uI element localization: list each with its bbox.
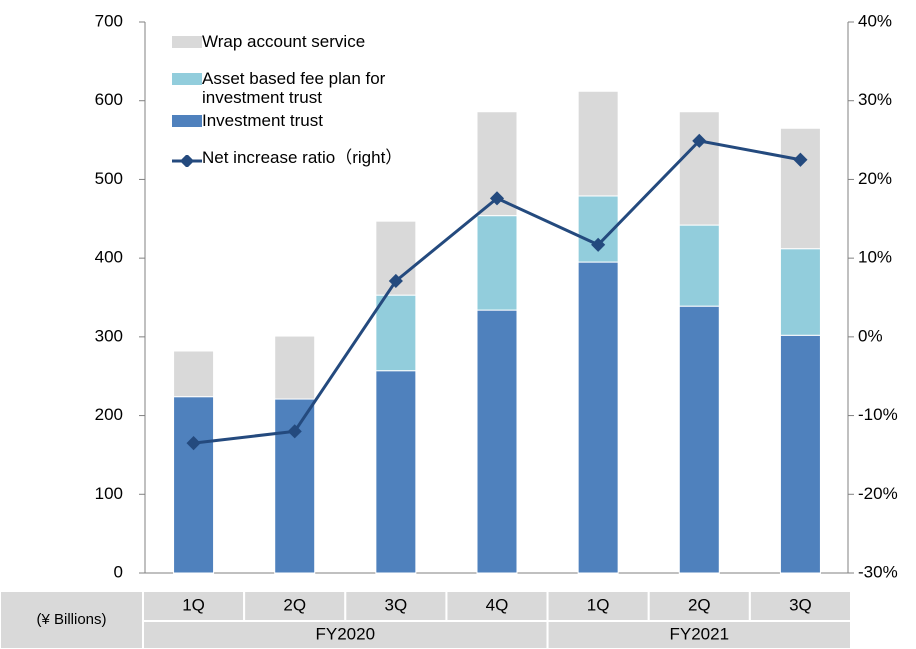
y2-tick-label: -10%: [858, 405, 898, 424]
marker: [388, 273, 403, 289]
marker: [793, 152, 808, 167]
bar-segment: [274, 335, 316, 400]
marker: [287, 424, 302, 439]
group-label: FY2020: [316, 624, 376, 643]
group-label: FY2021: [670, 624, 730, 643]
table-cell: [546, 620, 852, 649]
x-tick-label: 2Q: [283, 595, 306, 614]
bar-segment: [173, 350, 215, 398]
bar-segment: [779, 334, 821, 574]
legend-swatch: [172, 152, 202, 169]
x-tick-label: 3Q: [385, 595, 408, 614]
y2-tick-label: 10%: [858, 248, 892, 267]
legend-label: Asset based fee plan for investment trus…: [202, 69, 386, 107]
legend-swatch: [172, 73, 202, 85]
table-cell: [243, 590, 347, 622]
y2-tick-label: 30%: [858, 90, 892, 109]
legend-item: Wrap account service: [172, 32, 462, 51]
bar-segment: [577, 90, 619, 197]
legend-item: Investment trust: [172, 111, 462, 130]
marker: [692, 133, 707, 148]
bar-segment: [375, 370, 417, 574]
legend-label: Wrap account service: [202, 32, 366, 51]
legend-swatch: [172, 36, 202, 48]
legend-label: Investment trust: [202, 111, 323, 130]
table-cell: [445, 590, 549, 622]
bar-segment: [678, 224, 720, 307]
legend-label: Net increase ratio（right）: [202, 148, 403, 167]
y-tick-label: 400: [95, 248, 123, 267]
y-tick-label: 700: [95, 11, 123, 30]
bar-segment: [173, 396, 215, 574]
y2-tick-label: 20%: [858, 169, 892, 188]
x-tick-label: 2Q: [688, 595, 711, 614]
bar-segment: [678, 111, 720, 226]
y-tick-label: 100: [95, 484, 123, 503]
marker: [591, 237, 606, 252]
y-tick-label: 200: [95, 405, 123, 424]
y-tick-label: 600: [95, 90, 123, 109]
x-tick-label: 1Q: [182, 595, 205, 614]
legend-item: Asset based fee plan for investment trus…: [172, 69, 462, 107]
bar-segment: [476, 215, 518, 311]
legend-line: [172, 153, 202, 169]
legend-swatch: [172, 115, 202, 127]
table-cell: [748, 590, 852, 622]
x-tick-label: 3Q: [789, 595, 812, 614]
y-tick-label: 300: [95, 326, 123, 345]
bar-segment: [476, 309, 518, 574]
bar-segment: [779, 127, 821, 250]
x-tick-label: 4Q: [486, 595, 509, 614]
y-tick-label: 0: [114, 562, 123, 581]
bar-segment: [375, 294, 417, 372]
y2-tick-label: 0%: [858, 326, 883, 345]
y2-tick-label: 40%: [858, 11, 892, 30]
bar-segment: [476, 111, 518, 217]
legend-item: Net increase ratio（right）: [172, 148, 462, 169]
bar-segment: [779, 248, 821, 336]
y2-tick-label: -20%: [858, 484, 898, 503]
legend: Wrap account service Asset based fee plan…: [172, 32, 462, 171]
bar-segment: [678, 305, 720, 574]
x-tick-label: 1Q: [587, 595, 610, 614]
y2-tick-label: -30%: [858, 562, 898, 581]
bar-segment: [577, 261, 619, 574]
marker: [186, 436, 201, 451]
y-tick-label: 500: [95, 169, 123, 188]
table-cell: [647, 590, 751, 622]
marker: [489, 191, 505, 206]
x-title: (¥ Billions): [36, 611, 106, 628]
